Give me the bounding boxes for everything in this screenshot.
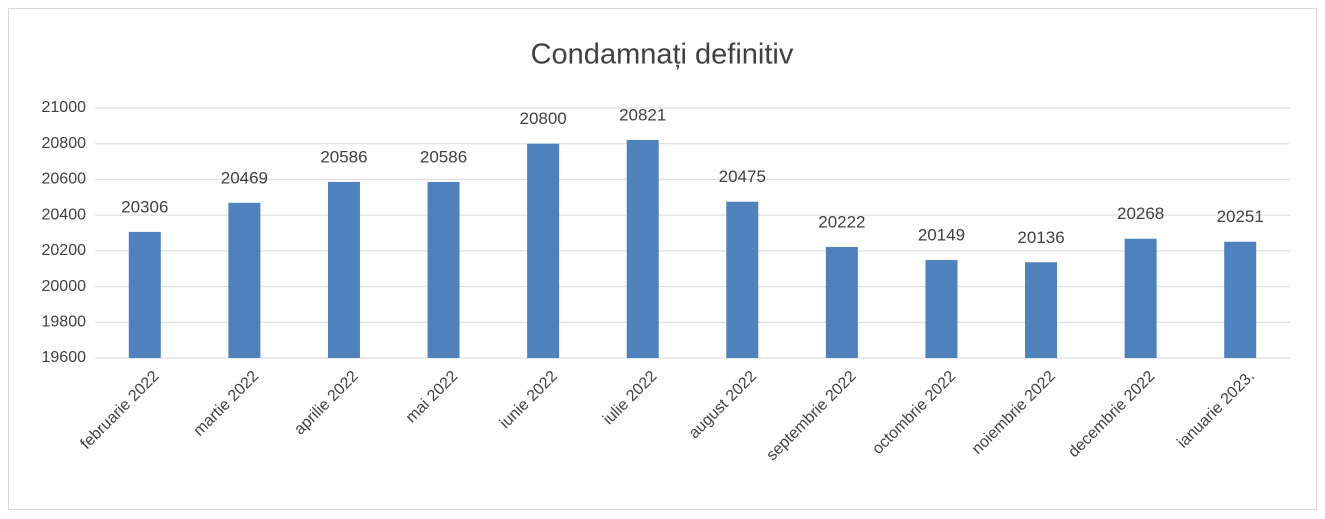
data-label: 20800 — [519, 109, 566, 128]
data-label: 20306 — [121, 197, 168, 216]
y-tick-label: 20400 — [42, 206, 87, 223]
y-tick-label: 20600 — [42, 171, 87, 188]
bar — [427, 181, 460, 358]
data-label: 20149 — [918, 225, 965, 244]
data-label: 20475 — [719, 167, 766, 186]
bar — [527, 143, 560, 358]
y-tick-label: 21000 — [42, 99, 87, 116]
data-label: 20222 — [818, 212, 865, 231]
bar — [626, 139, 659, 358]
chart-title: Condamnați definitiv — [531, 39, 794, 71]
data-label: 20251 — [1217, 207, 1264, 226]
bar — [1025, 262, 1058, 358]
bar — [726, 201, 759, 358]
bar — [228, 202, 261, 358]
bar — [925, 259, 958, 358]
bar — [825, 246, 858, 358]
data-label: 20586 — [420, 147, 467, 166]
data-label: 20268 — [1117, 204, 1164, 223]
data-label: 20821 — [619, 105, 666, 124]
y-tick-label: 20800 — [42, 135, 87, 152]
data-label: 20469 — [221, 168, 268, 187]
chart-border — [8, 8, 1317, 510]
bar — [128, 231, 161, 358]
data-label: 20136 — [1017, 228, 1064, 247]
y-tick-label: 19600 — [42, 349, 87, 366]
y-tick-label: 19800 — [42, 314, 87, 331]
y-tick-label: 20000 — [42, 278, 87, 295]
y-tick-label: 20200 — [42, 242, 87, 259]
bar — [1124, 238, 1157, 358]
bar — [327, 181, 360, 358]
bar — [1224, 241, 1257, 358]
data-label: 20586 — [320, 147, 367, 166]
